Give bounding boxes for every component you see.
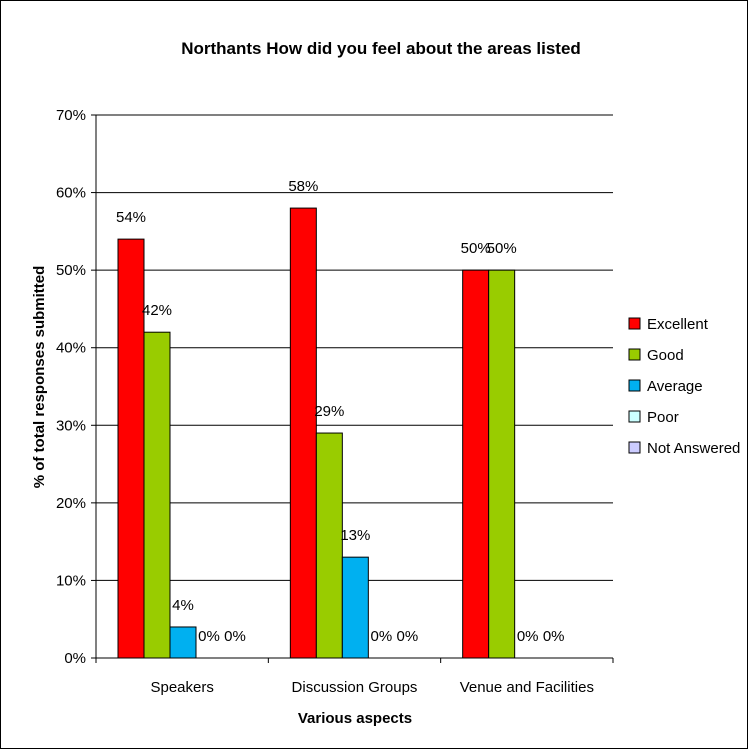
bar — [289, 207, 317, 659]
y-tick-label: 30% — [56, 417, 86, 434]
chart-title: Northants How did you feel about the are… — [181, 39, 581, 58]
legend-swatch — [628, 410, 641, 423]
data-label: 0% — [370, 628, 392, 645]
y-tick-label: 0% — [64, 650, 86, 667]
legend-swatch — [628, 348, 641, 361]
bar — [117, 238, 145, 659]
data-label: 0% — [396, 628, 418, 645]
data-label: 50% — [461, 240, 491, 257]
legend-label: Average — [647, 378, 703, 395]
x-tick-label: Discussion Groups — [292, 679, 418, 696]
x-tick-label: Speakers — [150, 679, 213, 696]
gridlines — [96, 114, 613, 581]
data-label: 54% — [116, 209, 146, 226]
y-axis-title: % of total responses submitted — [31, 266, 48, 489]
axes: 0% 10% 20% 30% 40% 50% 60% 70% Speakers Discussio… — [56, 107, 614, 696]
x-tick-label: Venue and Facilities — [460, 679, 594, 696]
bar — [462, 269, 490, 659]
bar — [143, 331, 171, 659]
legend: Excellent Good Average Poor Not Answered — [628, 316, 740, 457]
legend-label: Not Answered — [647, 440, 740, 457]
y-tick-label: 40% — [56, 340, 86, 357]
y-tick-label: 60% — [56, 185, 86, 202]
data-label: 58% — [288, 178, 318, 195]
x-axis-title: Various aspects — [298, 710, 412, 727]
legend-swatch — [628, 441, 641, 454]
bar — [488, 269, 516, 659]
legend-swatch — [628, 317, 641, 330]
data-label: 4% — [172, 597, 194, 614]
data-label: 50% — [487, 240, 517, 257]
legend-label: Poor — [647, 409, 679, 426]
data-label: 0% — [224, 628, 246, 645]
data-label: 42% — [142, 302, 172, 319]
y-tick-label: 20% — [56, 495, 86, 512]
y-tick-label: 50% — [56, 262, 86, 279]
data-label: 13% — [340, 527, 370, 544]
data-label: 0% — [517, 628, 539, 645]
y-tick-label: 70% — [56, 107, 86, 124]
bar — [341, 556, 369, 659]
bars — [117, 207, 516, 659]
data-label: 0% — [543, 628, 565, 645]
legend-label: Good — [647, 347, 684, 364]
data-label: 29% — [314, 403, 344, 420]
data-label: 0% — [198, 628, 220, 645]
legend-swatch — [628, 379, 641, 392]
bar — [169, 626, 197, 659]
data-labels: 54%42%4%0% 0%58%29%13%0% 0%50%50%0% 0% — [116, 178, 565, 645]
legend-label: Excellent — [647, 316, 709, 333]
y-tick-label: 10% — [56, 572, 86, 589]
bar — [315, 432, 343, 659]
